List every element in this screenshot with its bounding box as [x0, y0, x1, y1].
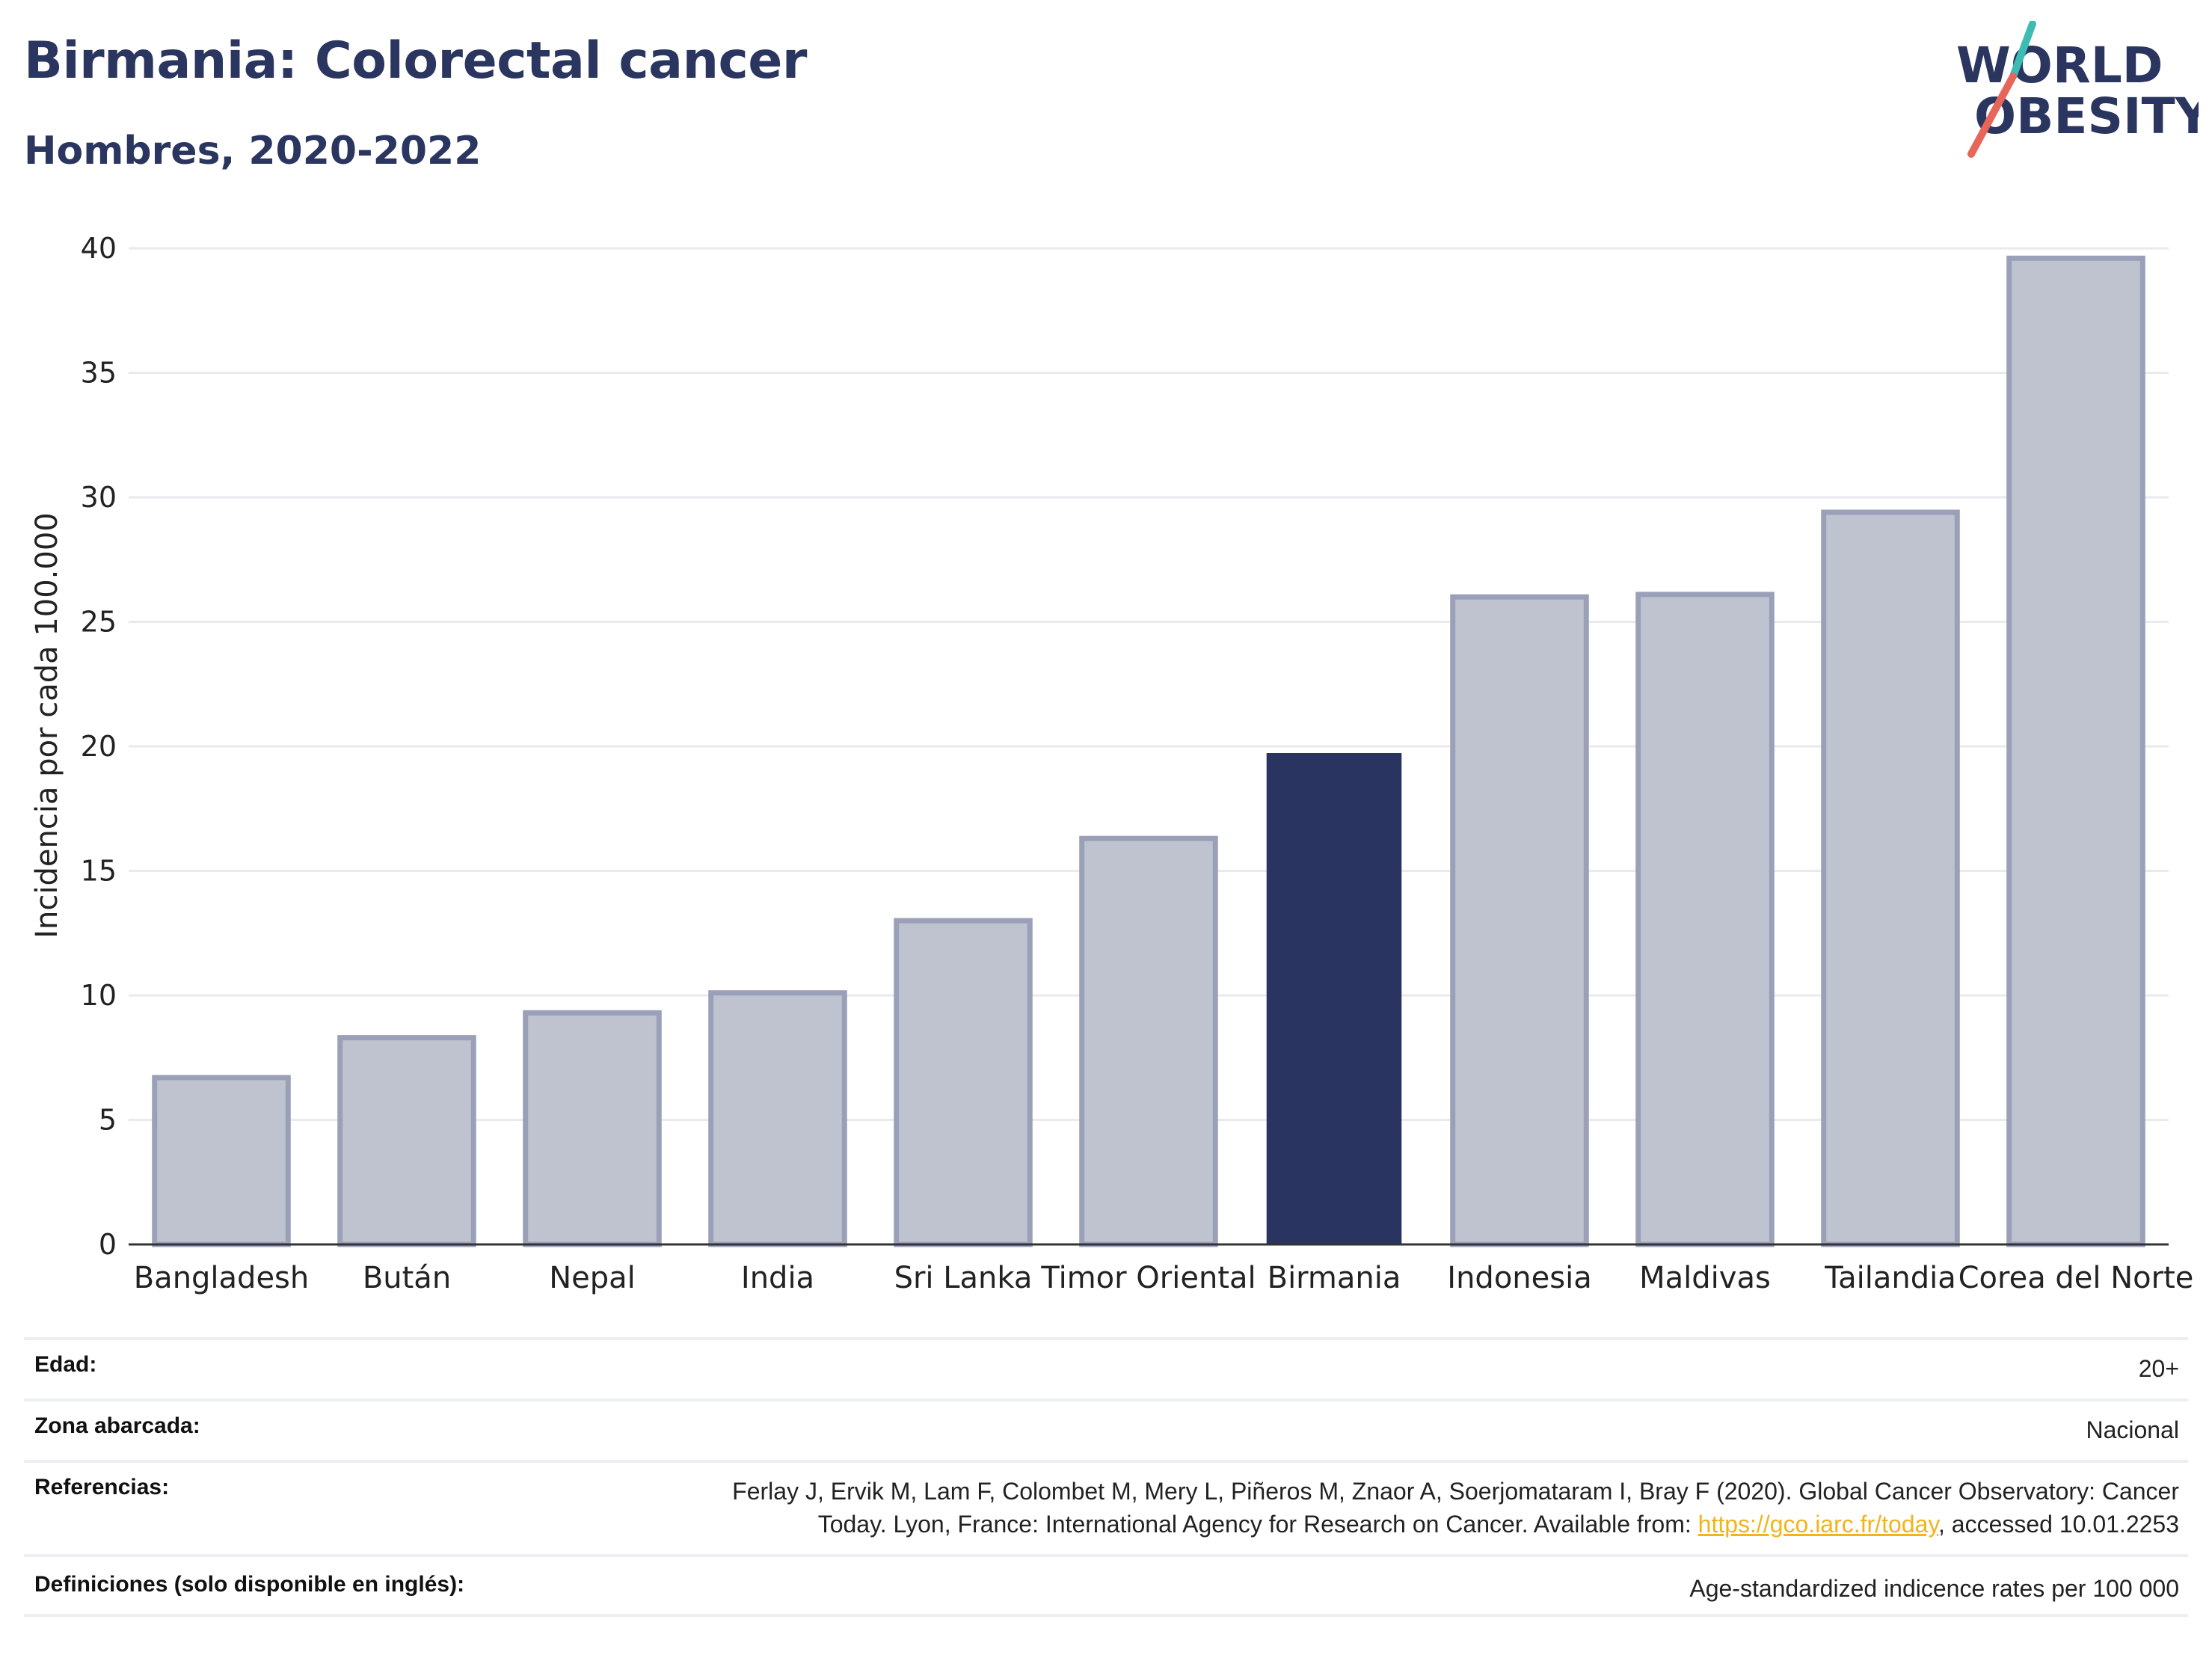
bar-timor-oriental	[1079, 835, 1218, 1247]
x-tick-label: India	[741, 1261, 814, 1295]
y-tick-label: 0	[99, 1228, 117, 1261]
logo-text-world: WORLD	[1956, 37, 2163, 94]
chart-subtitle: Hombres, 2020-2022	[24, 129, 482, 174]
logo-slash-top	[2009, 21, 2036, 80]
bar-india	[708, 990, 847, 1247]
logo-slash-bottom	[1967, 73, 2017, 158]
x-tick-label: Birmania	[1268, 1261, 1401, 1295]
axes: 0 5 10 15 20 25 30 35 40 Bangladesh Bután Nepal Indi…	[81, 232, 2194, 1295]
chart-title: Birmania: Colorectal cancer	[24, 31, 807, 90]
meta-row-area: Zona abarcada: Nacional	[24, 1398, 2188, 1460]
reference-link[interactable]: https://gco.iarc.fr/today	[1698, 1511, 1938, 1538]
meta-value-references: Ferlay J, Ervik M, Lam F, Colombet M, Me…	[732, 1475, 2188, 1541]
meta-row-references: Referencias: Ferlay J, Ervik M, Lam F, C…	[24, 1460, 2188, 1554]
meta-label-area: Zona abarcada:	[34, 1413, 200, 1438]
bar-indonesia	[1450, 594, 1589, 1247]
x-tick-label: Bután	[363, 1261, 451, 1295]
bar-tailandia	[1821, 509, 1960, 1247]
bar-sri-lanka	[894, 918, 1033, 1247]
bars	[152, 255, 2145, 1247]
x-tick-label: Nepal	[549, 1261, 636, 1295]
x-tick-label: Corea del Norte	[1958, 1261, 2194, 1295]
bar-bután	[337, 1035, 476, 1247]
y-tick-label: 20	[81, 730, 117, 763]
bar-corea-del-norte	[2006, 255, 2145, 1247]
bar-chart: 0 5 10 15 20 25 30 35 40 Bangladesh Bután Nepal Indi…	[30, 232, 2194, 1295]
x-tick-label: Sri Lanka	[894, 1261, 1033, 1295]
meta-value-definitions: Age-standardized indicence rates per 100…	[1689, 1575, 2179, 1602]
bar-birmania	[1266, 752, 1402, 1245]
meta-row-definitions: Definiciones (solo disponible en inglés)…	[24, 1554, 2188, 1617]
bar-nepal	[523, 1010, 662, 1247]
reference-text-line1: Ferlay J, Ervik M, Lam F, Colombet M, Me…	[732, 1478, 2179, 1505]
y-tick-label: 25	[81, 606, 117, 639]
x-tick-label: Maldivas	[1639, 1261, 1771, 1295]
y-tick-label: 5	[99, 1104, 117, 1137]
meta-label-age: Edad:	[34, 1352, 97, 1377]
y-tick-label: 35	[81, 357, 117, 390]
y-tick-label: 40	[81, 232, 117, 265]
meta-label-references: Referencias:	[34, 1475, 170, 1499]
bar-maldivas	[1635, 592, 1775, 1247]
bar-bangladesh	[152, 1075, 291, 1247]
logo-text-obesity: OBESITY	[1974, 87, 2199, 145]
metadata-table: Edad: 20+ Zona abarcada: Nacional Refere…	[24, 1337, 2188, 1617]
world-obesity-logo: WORLD OBESITY	[1956, 21, 2199, 158]
y-tick-label: 15	[81, 855, 117, 888]
meta-row-age: Edad: 20+	[24, 1337, 2188, 1398]
y-tick-label: 10	[81, 979, 117, 1012]
y-tick-label: 30	[81, 481, 117, 514]
meta-value-age: 20+	[2138, 1355, 2179, 1382]
reference-text-line2-end: , accessed 10.01.2253	[1938, 1511, 2179, 1538]
y-axis-label: Incidencia por cada 100.000	[30, 512, 64, 939]
meta-value-area: Nacional	[2086, 1416, 2179, 1443]
x-tick-label: Timor Oriental	[1040, 1261, 1256, 1295]
x-tick-label: Tailandia	[1824, 1261, 1956, 1295]
x-tick-label: Indonesia	[1447, 1261, 1591, 1295]
reference-text-line2: Today. Lyon, France: International Agenc…	[817, 1511, 1698, 1538]
meta-label-definitions: Definiciones (solo disponible en inglés)…	[34, 1572, 465, 1597]
x-tick-label: Bangladesh	[134, 1261, 310, 1295]
